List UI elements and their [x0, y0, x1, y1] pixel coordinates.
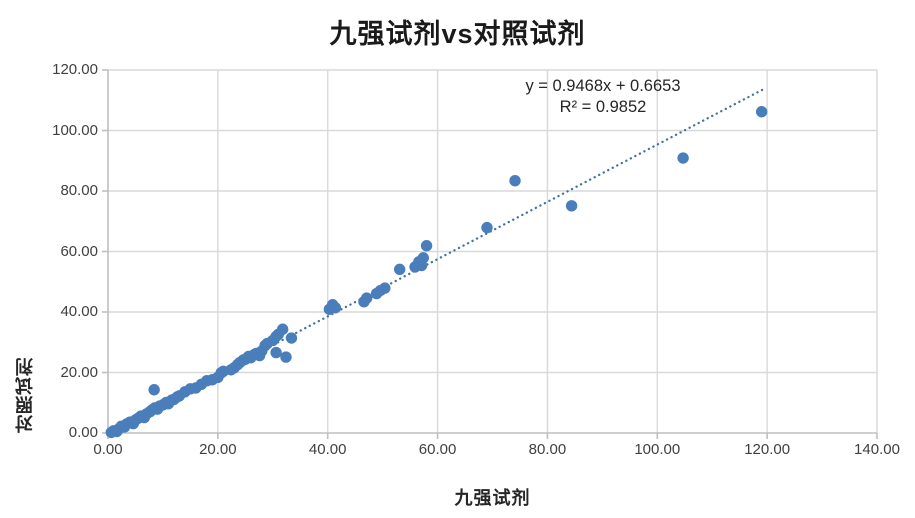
y-tick-label: 40.00 [60, 303, 98, 320]
data-point[interactable] [417, 252, 429, 264]
y-tick-label: 60.00 [60, 242, 98, 260]
x-tick-label: 60.00 [418, 441, 457, 458]
scatter-plot [102, 69, 878, 439]
x-tick-label: 140.00 [854, 441, 900, 458]
trendline-r-squared: R² = 0.9852 [559, 98, 647, 116]
x-tick-label: 100.00 [634, 441, 681, 458]
trendline-label: y = 0.9468x + 0.6653 R² = 0.9852 [493, 76, 713, 118]
data-point[interactable] [379, 282, 391, 294]
y-tick-label: 0.00 [68, 424, 98, 441]
trendline-equation: y = 0.9468x + 0.6653 [525, 77, 681, 95]
x-tick-label: 40.00 [308, 441, 347, 458]
data-point[interactable] [565, 200, 578, 212]
data-point[interactable] [755, 106, 768, 118]
data-point[interactable] [420, 240, 433, 252]
data-point[interactable] [276, 323, 289, 335]
data-point[interactable] [393, 263, 406, 276]
y-tick-label: 120.00 [52, 61, 98, 78]
chart-title: 九强试剂vs对照试剂 [329, 19, 586, 49]
y-tick-label: 80.00 [60, 182, 98, 199]
x-axis-title: 九强试剂 [454, 488, 531, 508]
plot-area: y = 0.9468x + 0.6653 R² = 0.9852 [102, 69, 878, 439]
y-axis-title: 对照试剂 [15, 357, 35, 433]
x-tick-label: 20.00 [199, 441, 237, 458]
x-tick-label: 0.00 [93, 441, 123, 458]
y-tick-label: 100.00 [52, 121, 98, 139]
y-tick-label: 20.00 [60, 363, 98, 381]
data-point[interactable] [481, 221, 493, 234]
x-tick-label: 120.00 [744, 441, 791, 458]
x-tick-label: 80.00 [528, 441, 567, 458]
data-point[interactable] [509, 175, 521, 187]
data-point[interactable] [285, 332, 298, 344]
data-point[interactable] [677, 152, 689, 164]
data-point[interactable] [148, 384, 160, 396]
data-point[interactable] [280, 351, 292, 363]
data-point[interactable] [329, 302, 342, 314]
data-point[interactable] [270, 346, 282, 359]
data-point[interactable] [361, 292, 373, 304]
